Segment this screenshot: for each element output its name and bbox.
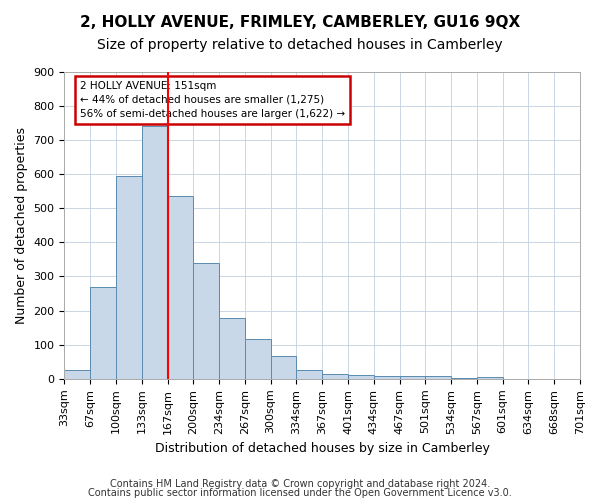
X-axis label: Distribution of detached houses by size in Camberley: Distribution of detached houses by size … [155,442,490,455]
Bar [116,176,142,379]
Bar [400,376,425,379]
Bar [322,374,348,379]
Bar [142,126,167,379]
Y-axis label: Number of detached properties: Number of detached properties [15,126,28,324]
Bar [271,356,296,379]
Bar [477,376,503,379]
Text: Contains public sector information licensed under the Open Government Licence v3: Contains public sector information licen… [88,488,512,498]
Bar [374,376,400,379]
Bar [451,378,477,379]
Bar [348,375,374,379]
Bar [90,286,116,379]
Bar [219,318,245,379]
Bar [193,264,219,379]
Text: 2 HOLLY AVENUE: 151sqm
← 44% of detached houses are smaller (1,275)
56% of semi-: 2 HOLLY AVENUE: 151sqm ← 44% of detached… [80,80,345,118]
Bar [245,339,271,379]
Bar [296,370,322,379]
Text: Size of property relative to detached houses in Camberley: Size of property relative to detached ho… [97,38,503,52]
Bar [167,196,193,379]
Bar [425,376,451,379]
Bar [64,370,90,379]
Text: 2, HOLLY AVENUE, FRIMLEY, CAMBERLEY, GU16 9QX: 2, HOLLY AVENUE, FRIMLEY, CAMBERLEY, GU1… [80,15,520,30]
Text: Contains HM Land Registry data © Crown copyright and database right 2024.: Contains HM Land Registry data © Crown c… [110,479,490,489]
